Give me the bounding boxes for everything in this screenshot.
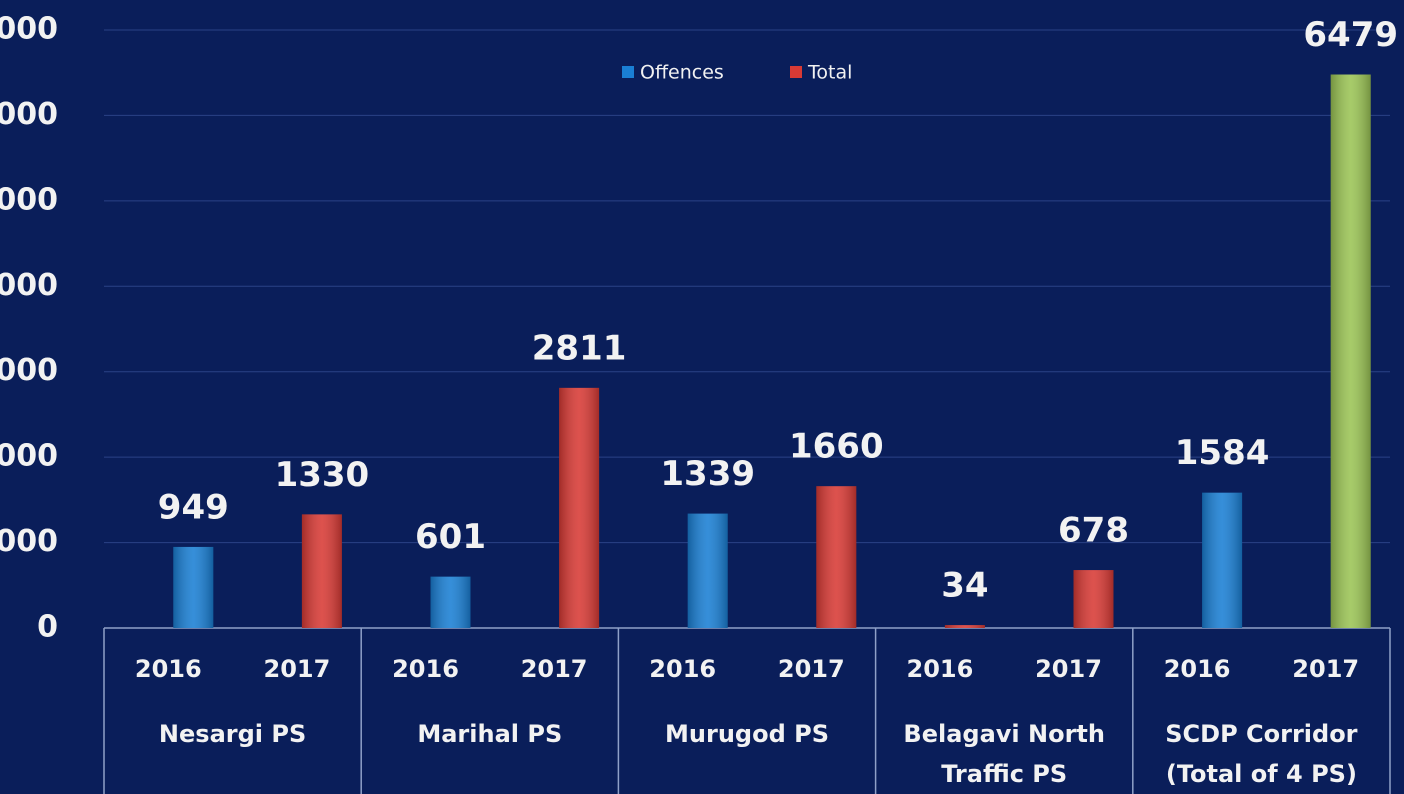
bar-shade	[430, 576, 471, 628]
x-tick-label: 2016	[135, 655, 202, 683]
x-tick-label: 2017	[778, 655, 845, 683]
data-label: 1339	[660, 454, 755, 494]
x-tick-label: 2016	[649, 655, 716, 683]
x-tick-label: 2016	[907, 655, 974, 683]
data-label: 601	[415, 517, 486, 557]
y-tick-label: 3000	[0, 353, 58, 388]
y-tick-label: 4000	[0, 268, 58, 303]
y-tick-label: 6000	[0, 97, 58, 132]
data-label: 34	[941, 566, 988, 606]
y-tick-label: 7000	[0, 12, 58, 47]
data-label: 678	[1058, 511, 1129, 551]
legend-swatch	[622, 66, 634, 78]
data-label: 1330	[275, 455, 370, 495]
group-label: (Total of 4 PS)	[1166, 760, 1357, 788]
bar-shade	[173, 546, 214, 628]
x-tick-label: 2016	[392, 655, 459, 683]
bar-shade	[1202, 492, 1243, 628]
bar-shade	[1073, 570, 1114, 628]
x-tick-label: 2017	[264, 655, 331, 683]
y-tick-label: 0	[37, 610, 58, 645]
x-tick-label: 2016	[1164, 655, 1231, 683]
bar-shade	[687, 513, 728, 628]
data-label: 949	[158, 487, 229, 527]
bar-shade	[944, 625, 985, 628]
group-label: Marihal PS	[417, 720, 562, 748]
bar-shade	[559, 387, 600, 628]
data-label: 2811	[532, 328, 627, 368]
y-tick-label: 5000	[0, 182, 58, 217]
y-tick-label: 2000	[0, 439, 58, 474]
bar-shade	[301, 514, 342, 628]
data-label: 1660	[789, 427, 884, 467]
data-label: 1584	[1175, 433, 1270, 473]
legend-label: Total	[807, 62, 852, 84]
bar-shade	[816, 486, 857, 628]
legend-swatch	[790, 66, 802, 78]
group-label: SCDP Corridor	[1165, 720, 1357, 748]
legend-label: Offences	[640, 62, 724, 84]
x-tick-label: 2017	[1292, 655, 1359, 683]
group-label: Murugod PS	[665, 720, 829, 748]
x-tick-label: 2017	[1035, 655, 1102, 683]
group-label: Nesargi PS	[159, 720, 306, 748]
x-tick-label: 2017	[521, 655, 588, 683]
group-label: Belagavi North	[903, 720, 1105, 748]
y-tick-label: 1000	[0, 524, 58, 559]
bar-shade	[1330, 74, 1371, 628]
group-label: Traffic PS	[941, 760, 1067, 788]
data-label: 6479	[1303, 15, 1398, 55]
